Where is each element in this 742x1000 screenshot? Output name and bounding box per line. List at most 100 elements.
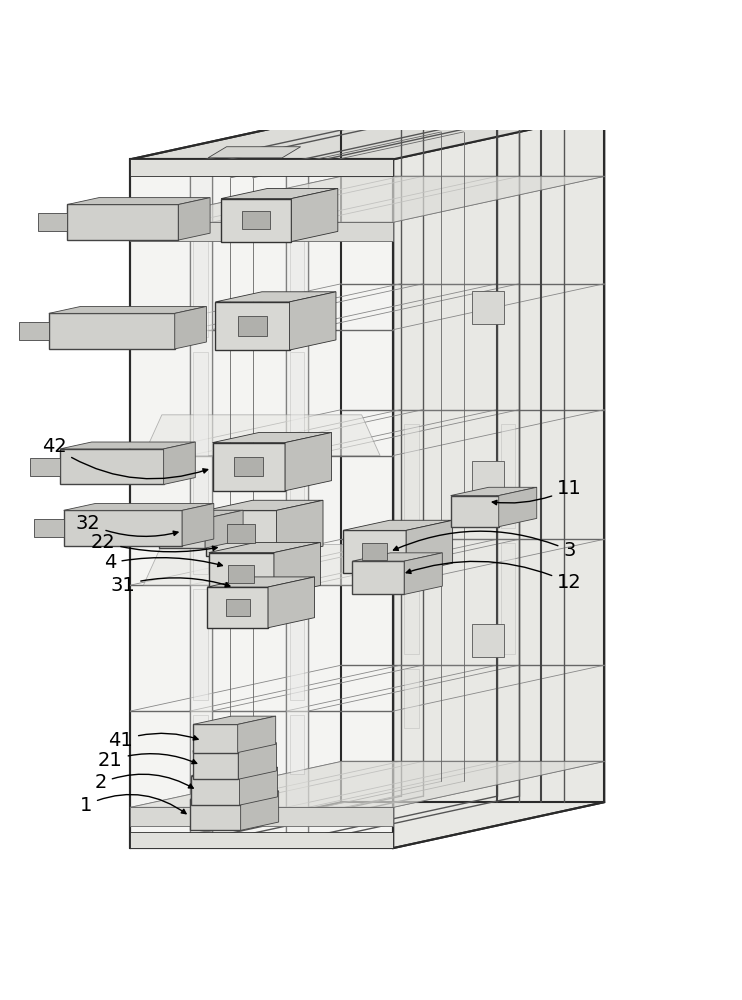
Text: 22: 22 [91,533,217,552]
Polygon shape [292,188,338,242]
Polygon shape [193,716,276,724]
Polygon shape [131,159,393,848]
Polygon shape [215,292,336,302]
Polygon shape [19,322,49,340]
Polygon shape [68,198,210,204]
Polygon shape [49,306,206,313]
Text: 21: 21 [98,751,197,770]
Polygon shape [190,799,240,830]
Polygon shape [285,433,332,491]
Polygon shape [191,767,278,776]
Polygon shape [189,163,211,842]
Polygon shape [240,791,279,830]
Polygon shape [404,553,442,594]
Polygon shape [131,832,393,848]
Polygon shape [406,520,453,573]
Polygon shape [131,159,393,176]
Polygon shape [178,198,210,240]
Polygon shape [64,503,214,510]
Polygon shape [404,424,419,528]
Polygon shape [38,213,68,231]
Text: 42: 42 [42,437,208,479]
Polygon shape [131,807,393,826]
Polygon shape [131,176,604,222]
Polygon shape [192,751,238,779]
Text: 1: 1 [79,795,186,815]
Text: 41: 41 [108,731,198,750]
Polygon shape [49,313,174,349]
Polygon shape [207,577,315,587]
Polygon shape [404,669,419,728]
Polygon shape [206,510,277,556]
Polygon shape [131,113,604,159]
Polygon shape [289,352,304,456]
Polygon shape [242,211,270,229]
Polygon shape [234,457,263,476]
Polygon shape [227,524,255,543]
Polygon shape [131,222,393,241]
Polygon shape [64,510,182,546]
Polygon shape [472,461,505,494]
Polygon shape [68,204,178,240]
Polygon shape [215,302,289,350]
Polygon shape [229,565,255,583]
Polygon shape [192,743,277,751]
Polygon shape [193,724,237,753]
Polygon shape [352,553,442,561]
Text: 3: 3 [393,531,576,560]
Polygon shape [501,424,516,528]
Polygon shape [286,163,308,842]
Polygon shape [352,561,404,594]
Polygon shape [450,487,536,496]
Polygon shape [344,530,406,573]
Polygon shape [209,553,274,596]
Polygon shape [289,470,304,574]
Polygon shape [160,510,243,519]
Polygon shape [182,503,214,546]
Polygon shape [289,233,304,337]
Polygon shape [34,519,64,537]
Polygon shape [499,487,536,527]
Polygon shape [131,761,604,807]
Polygon shape [206,500,323,510]
Polygon shape [160,519,205,548]
Polygon shape [240,767,278,805]
Polygon shape [190,791,279,799]
Polygon shape [237,316,267,336]
Polygon shape [208,147,301,158]
Polygon shape [238,743,277,779]
Polygon shape [193,715,208,774]
Polygon shape [143,415,380,456]
Text: 12: 12 [406,561,582,592]
Polygon shape [209,542,321,553]
Text: 31: 31 [111,576,230,595]
Polygon shape [193,233,208,337]
Polygon shape [212,433,332,443]
Polygon shape [226,599,250,616]
Text: 4: 4 [104,553,223,572]
Polygon shape [60,449,164,484]
Polygon shape [221,199,292,242]
Polygon shape [404,543,419,654]
Polygon shape [450,496,499,527]
Polygon shape [143,544,380,585]
Polygon shape [193,589,208,700]
Text: 2: 2 [94,773,193,792]
Polygon shape [472,291,505,324]
Polygon shape [289,292,336,350]
Polygon shape [237,716,276,753]
Text: 11: 11 [492,479,582,505]
Polygon shape [174,306,206,349]
Polygon shape [60,442,195,449]
Polygon shape [393,113,604,848]
Polygon shape [472,624,505,657]
Polygon shape [277,500,323,556]
Polygon shape [193,470,208,574]
Polygon shape [212,443,285,491]
Polygon shape [205,510,243,548]
Polygon shape [274,542,321,596]
Polygon shape [30,458,60,476]
Polygon shape [221,188,338,199]
Polygon shape [362,543,387,560]
Polygon shape [501,543,516,654]
